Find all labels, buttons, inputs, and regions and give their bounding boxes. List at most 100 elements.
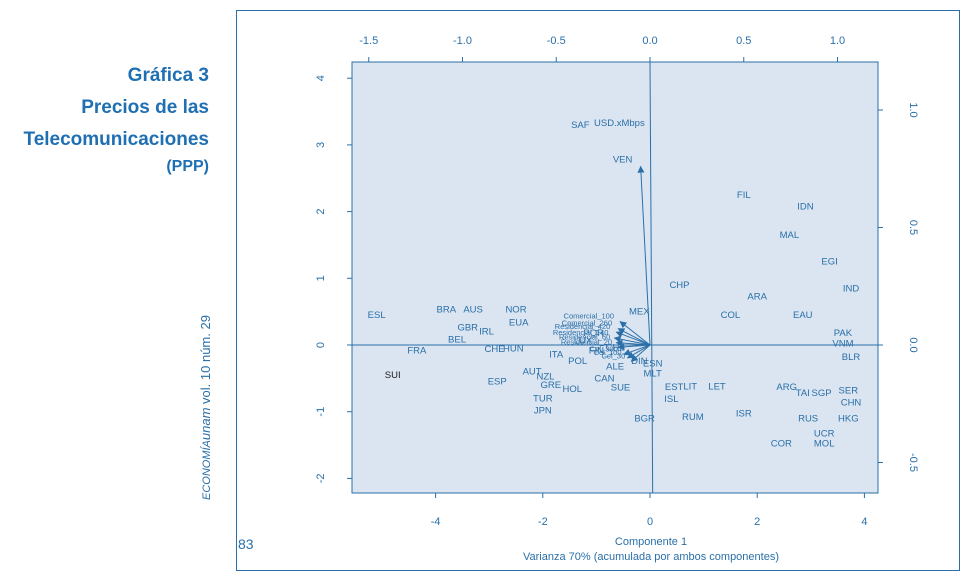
loading-label: Comercial_260 — [562, 319, 612, 328]
loading-label: USD.xMbps — [594, 118, 645, 129]
score-point-label: PAK — [834, 328, 853, 339]
loading-label: Cel_30 — [601, 351, 625, 360]
right-tick-label: 0.5 — [907, 220, 919, 235]
score-point-label: ESP — [488, 377, 507, 388]
loading-label: Residencial_20 — [561, 337, 612, 346]
top-tick-label: -1.0 — [453, 35, 472, 47]
figure-frame — [236, 10, 960, 571]
loading-label: Comercial_100 — [564, 312, 614, 321]
score-point-label: CHN — [841, 397, 862, 408]
score-point-label: SUE — [611, 383, 631, 394]
score-point-label: POR — [583, 328, 604, 339]
loading-arrow — [617, 343, 651, 351]
score-point-label: RUM — [682, 412, 704, 423]
score-point-label: IDN — [797, 201, 814, 212]
y-tick-label: -2 — [315, 474, 327, 484]
score-point-label: GRE — [541, 380, 562, 391]
right-tick-label: 0.0 — [907, 337, 919, 352]
score-point-label: MOL — [814, 439, 835, 450]
x-axis-title: Componente 1 — [615, 536, 687, 548]
loading-label: VEN — [613, 154, 633, 165]
top-tick-label: -1.5 — [359, 35, 378, 47]
title-line-1: Gráfica 3 — [127, 65, 209, 86]
x-tick-label: -4 — [431, 516, 441, 528]
score-point-label: FRA — [407, 345, 427, 356]
score-point-label: HKG — [838, 413, 859, 424]
loading-arrow — [630, 344, 651, 362]
title-line-4: (PPP) — [166, 158, 209, 175]
score-point-label: CAN — [594, 373, 614, 384]
loading-arrow — [619, 321, 651, 346]
score-point-label: BEL — [448, 335, 466, 346]
right-tick-label: 1.0 — [907, 102, 919, 117]
score-point-label: EGI — [821, 257, 837, 268]
score-point-label: AUS — [463, 305, 483, 316]
score-point-label: TUR — [533, 393, 553, 404]
score-point-label: ISR — [736, 409, 752, 420]
x-tick-label: 2 — [754, 516, 760, 528]
score-point-label: IRL — [479, 327, 494, 338]
page-number: 83 — [238, 536, 254, 552]
figure-title: Gráfica 3 Precios de las Telecomunicacio… — [24, 60, 210, 178]
score-point-label: ITA — [549, 349, 564, 360]
title-line-2: Precios de las — [81, 97, 209, 118]
score-point-label: MEX — [629, 307, 650, 318]
score-point-label: HUN — [503, 343, 524, 354]
right-tick-label: -0.5 — [907, 453, 919, 472]
score-point-label: JPN — [534, 405, 552, 416]
top-axis: -1.5 -1.0 -0.5 0.0 0.5 1.0 — [359, 35, 845, 62]
loading-label: Residencial_60 — [559, 333, 610, 342]
plot-panel — [351, 61, 879, 494]
score-point-label: POL — [568, 356, 587, 367]
score-point-label: ESL — [368, 310, 386, 321]
score-point-label: SAF — [571, 120, 590, 131]
score-point-label: ARA — [747, 291, 767, 302]
top-tick-label: 0.0 — [642, 35, 657, 47]
loading-label: Residencial_420 — [555, 322, 610, 331]
score-point-label: UCR — [814, 429, 835, 440]
score-point-label: LET — [708, 381, 726, 392]
top-tick-label: 0.5 — [736, 35, 751, 47]
title-line-3: Telecomunicaciones — [23, 129, 210, 150]
y-tick-label: 2 — [315, 209, 327, 215]
y-tick-label: 0 — [315, 342, 327, 348]
score-point-label: BGR — [634, 413, 655, 424]
score-point-label: SER — [839, 385, 859, 396]
score-point-label: COL — [721, 310, 741, 321]
y-tick-label: 1 — [315, 275, 327, 281]
score-point-label: ARG — [776, 382, 797, 393]
loading-arrow — [617, 328, 651, 346]
score-point-label: LIT — [683, 381, 697, 392]
score-point-label: TAI — [796, 388, 810, 399]
score-point-label: VNM — [832, 339, 853, 350]
score-point-label: CHE — [485, 344, 505, 355]
score-point-label: EST — [665, 382, 684, 393]
x-tick-label: 0 — [647, 516, 653, 528]
loading-arrow — [615, 339, 651, 347]
score-point-label: ALE — [606, 361, 624, 372]
score-point-label: HOL — [563, 384, 583, 395]
zero-line-vertical — [649, 61, 654, 494]
score-point-label: SGP — [811, 388, 831, 399]
y-tick-label: 3 — [315, 142, 327, 148]
top-tick-label: 1.0 — [830, 35, 845, 47]
score-point-label: MLT — [644, 369, 662, 380]
score-point-label: ESN — [643, 359, 663, 370]
score-point-label: CHL — [606, 343, 625, 354]
top-tick-label: -0.5 — [547, 35, 566, 47]
score-point-label: EUA — [509, 317, 529, 328]
score-point-label: LUX — [574, 335, 593, 346]
score-point-label: DIN — [631, 356, 648, 367]
x-tick-label: -2 — [538, 516, 548, 528]
score-point-label: COR — [771, 439, 792, 450]
score-point-label: FIL — [737, 190, 751, 201]
loading-label: Cel_300 — [590, 344, 618, 353]
loading-arrow — [613, 335, 651, 346]
score-point-label: EAU — [793, 310, 813, 321]
bottom-axis: -4 -2 0 2 4 — [431, 493, 867, 528]
zero-lines — [352, 61, 878, 494]
score-point-label: BRA — [437, 305, 457, 316]
score-point-label: RUS — [798, 413, 818, 424]
